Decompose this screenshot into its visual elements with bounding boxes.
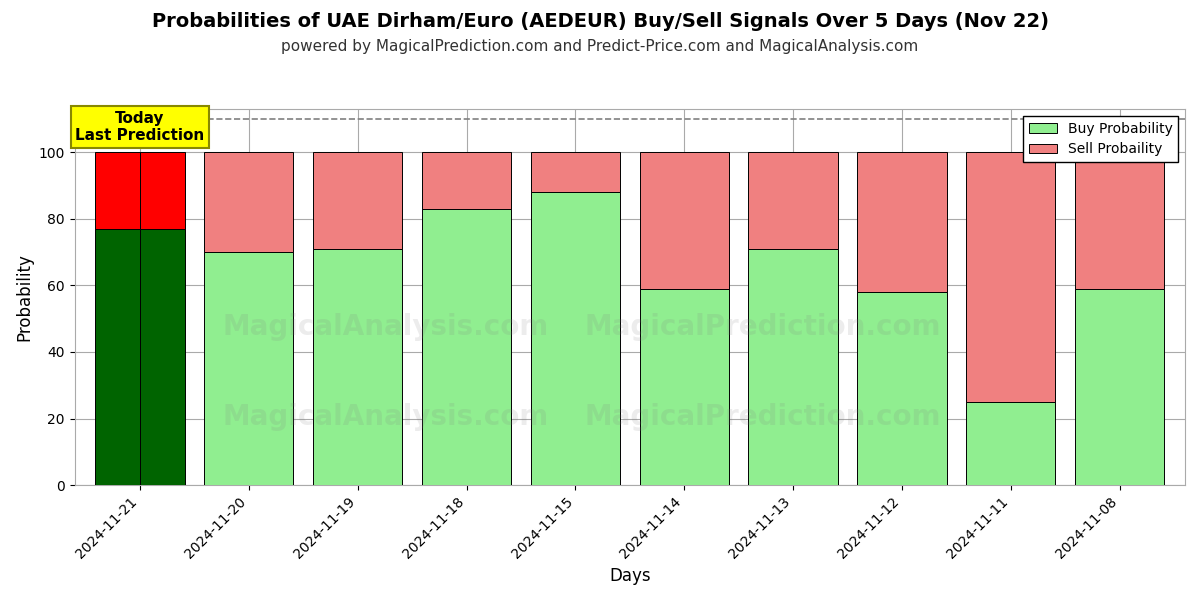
Bar: [749, 152, 838, 249]
Text: MagicalAnalysis.com: MagicalAnalysis.com: [222, 313, 548, 341]
Bar: [140, 152, 185, 229]
Bar: [313, 152, 402, 249]
Text: MagicalPrediction.com: MagicalPrediction.com: [584, 313, 941, 341]
Bar: [640, 289, 728, 485]
Bar: [422, 152, 511, 209]
Bar: [1075, 152, 1164, 289]
Bar: [1075, 289, 1164, 485]
Bar: [749, 249, 838, 485]
Bar: [204, 252, 294, 485]
Y-axis label: Probability: Probability: [16, 253, 34, 341]
Bar: [422, 209, 511, 485]
Bar: [857, 152, 947, 292]
Bar: [857, 292, 947, 485]
Bar: [95, 152, 140, 229]
Text: Today
Last Prediction: Today Last Prediction: [76, 111, 204, 143]
Bar: [140, 229, 185, 485]
Bar: [640, 152, 728, 289]
Legend: Buy Probability, Sell Probaility: Buy Probability, Sell Probaility: [1024, 116, 1178, 162]
Bar: [313, 249, 402, 485]
Text: powered by MagicalPrediction.com and Predict-Price.com and MagicalAnalysis.com: powered by MagicalPrediction.com and Pre…: [281, 39, 919, 54]
Text: Probabilities of UAE Dirham/Euro (AEDEUR) Buy/Sell Signals Over 5 Days (Nov 22): Probabilities of UAE Dirham/Euro (AEDEUR…: [151, 12, 1049, 31]
Bar: [530, 152, 620, 192]
Text: MagicalAnalysis.com: MagicalAnalysis.com: [222, 403, 548, 431]
Bar: [966, 152, 1056, 402]
Bar: [95, 229, 140, 485]
Bar: [530, 192, 620, 485]
Bar: [966, 402, 1056, 485]
X-axis label: Days: Days: [610, 567, 650, 585]
Text: MagicalPrediction.com: MagicalPrediction.com: [584, 403, 941, 431]
Bar: [204, 152, 294, 252]
